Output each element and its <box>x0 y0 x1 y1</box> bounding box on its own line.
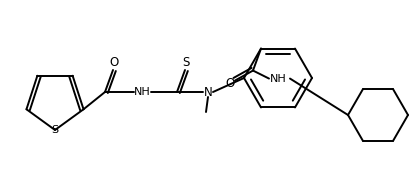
Text: S: S <box>52 125 59 135</box>
Text: NH: NH <box>269 73 286 84</box>
Text: S: S <box>182 56 190 70</box>
Text: O: O <box>109 56 119 70</box>
Text: N: N <box>204 85 212 98</box>
Text: O: O <box>225 77 235 90</box>
Text: NH: NH <box>134 87 150 97</box>
